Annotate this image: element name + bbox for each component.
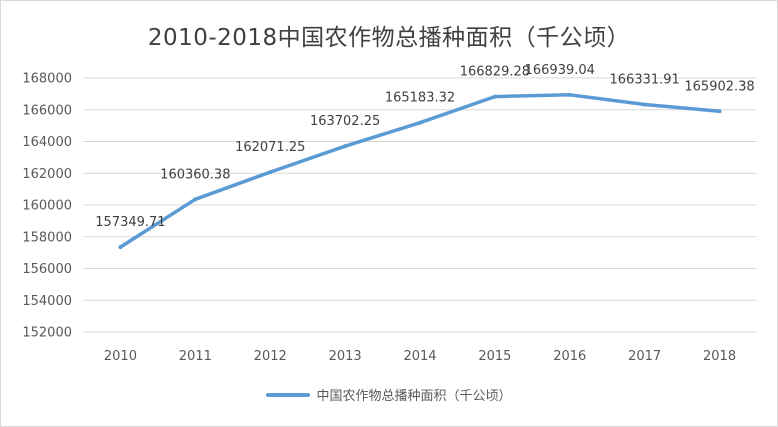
data-label: 165183.32 <box>385 91 455 106</box>
axes: 152000 154000 156000 158000 160000 162000 1640… <box>22 72 736 365</box>
data-point <box>343 144 348 149</box>
data-point <box>268 170 273 175</box>
x-tick-label: 2016 <box>553 349 586 364</box>
data-label: 166829.28 <box>460 65 530 80</box>
y-tick-label: 164000 <box>22 135 72 150</box>
gridlines <box>83 77 757 333</box>
y-tick-label: 166000 <box>22 103 72 118</box>
x-tick-label: 2013 <box>329 349 362 364</box>
data-point <box>642 102 647 107</box>
x-tick-label: 2018 <box>703 349 736 364</box>
data-label: 160360.38 <box>160 167 230 182</box>
y-tick-label: 160000 <box>22 199 72 214</box>
data-point <box>492 94 497 99</box>
chart-title: 2010-2018中国农作物总播种面积（千公顷） <box>147 25 631 51</box>
y-tick-label: 154000 <box>22 294 72 309</box>
data-point <box>193 197 198 202</box>
data-label: 166331.91 <box>610 72 680 87</box>
legend-label: 中国农作物总播种面积（千公顷） <box>316 389 512 404</box>
data-point <box>118 245 123 250</box>
x-tick-label: 2015 <box>478 349 511 364</box>
x-tick-label: 2014 <box>403 349 436 364</box>
y-tick-label: 162000 <box>22 167 72 182</box>
data-labels: 157349.71 160360.38 162071.25 163702.25 1651… <box>95 63 754 230</box>
y-tick-label: 158000 <box>22 230 72 245</box>
x-tick-label: 2011 <box>179 349 212 364</box>
data-point <box>418 120 422 125</box>
y-tick-label: 152000 <box>22 326 72 341</box>
data-point <box>717 109 722 114</box>
data-label: 157349.71 <box>95 215 165 230</box>
data-label: 166939.04 <box>525 63 595 78</box>
data-label: 165902.38 <box>684 79 754 94</box>
legend-swatch <box>266 392 311 397</box>
x-tick-label: 2012 <box>254 349 287 364</box>
legend: 中国农作物总播种面积（千公顷） <box>0 385 778 404</box>
data-label: 162071.25 <box>235 140 305 155</box>
data-label: 163702.25 <box>310 114 380 129</box>
data-point <box>567 92 572 97</box>
y-tick-label: 168000 <box>22 72 72 87</box>
x-tick-label: 2010 <box>104 349 137 364</box>
series-layer <box>118 92 722 250</box>
y-tick-label: 156000 <box>22 262 72 277</box>
x-tick-label: 2017 <box>628 349 661 364</box>
